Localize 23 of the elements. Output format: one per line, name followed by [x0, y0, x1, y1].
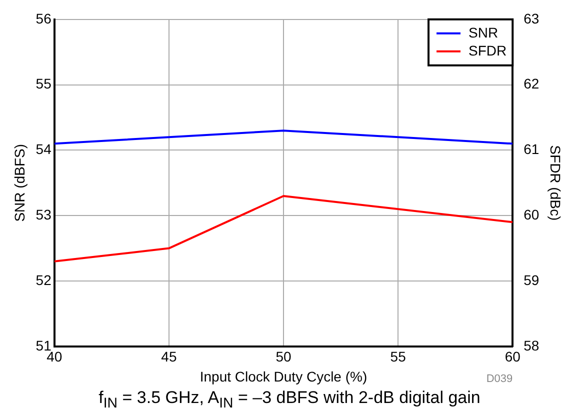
x-tick-label: 50 — [276, 348, 292, 365]
x-axis-title: Input Clock Duty Cycle (%) — [200, 368, 368, 384]
y-tick-label: 53 — [36, 206, 52, 222]
x-tick-label: 45 — [161, 348, 177, 365]
text: f$_{IN}$ = 3.5 GHz, A$_{IN}$ = –3 dBFS with 2-dB digital gain — [98, 388, 482, 412]
y-tick-label: 52 — [36, 272, 52, 288]
y-tick-label: 56 — [36, 10, 52, 26]
y-tick-label: 51 — [36, 337, 52, 354]
legend-label: SFDR — [468, 42, 507, 58]
y2-tick-label: 61 — [524, 141, 540, 158]
y2-tick-label: 60 — [524, 206, 540, 222]
x-tick-label: 60 — [504, 348, 521, 365]
y2-tick-label: 58 — [524, 337, 540, 354]
y-tick-label: 55 — [36, 76, 52, 92]
y2-axis-title: SFDR (dBc) — [548, 145, 564, 221]
text: D039 — [485, 372, 513, 386]
y2-tick-label: 59 — [524, 272, 540, 288]
y-axis-title: SNR (dBFS) — [11, 144, 28, 222]
y-tick-label: 54 — [36, 141, 52, 158]
y2-tick-label: 62 — [524, 76, 540, 92]
y2-tick-label: 63 — [524, 10, 540, 26]
legend-label: SNR — [468, 24, 498, 40]
x-tick-label: 55 — [390, 348, 406, 365]
